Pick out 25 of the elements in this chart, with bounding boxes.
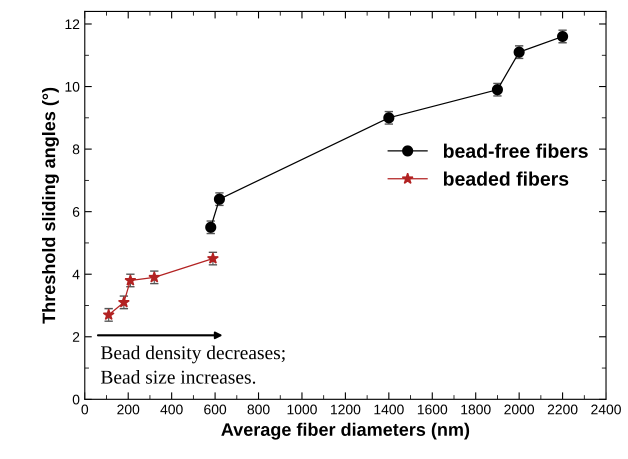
x-tick-label: 400 <box>160 404 183 414</box>
annotation: Bead density decreases; Bead size increases. <box>100 346 285 384</box>
y-tick-label: 2 <box>72 332 80 342</box>
x-tick-label: 2200 <box>548 404 578 414</box>
x-tick-label: 800 <box>248 404 270 414</box>
x-tick-label: 2400 <box>591 404 621 414</box>
y-axis-title: Threshold sliding angles (°) <box>42 88 59 324</box>
x-tick-label: 1000 <box>288 404 317 414</box>
y-tick-label: 8 <box>72 144 80 154</box>
x-axis-title: Average fiber diameters (nm) <box>221 422 470 440</box>
y-tick-label: 6 <box>72 206 80 217</box>
x-tick-label: 600 <box>204 404 226 414</box>
x-tick-label: 1600 <box>418 404 448 414</box>
legend-label: beaded fibers <box>444 171 568 186</box>
x-tick-label: 1200 <box>331 404 360 414</box>
legend-label: bead-free fibers <box>444 144 588 158</box>
x-tick-label: 200 <box>117 404 140 414</box>
y-tick-label: 12 <box>66 19 80 30</box>
x-tick-label: 1800 <box>461 404 491 414</box>
x-tick-label: 2000 <box>504 404 534 414</box>
x-tick-label: 0 <box>81 404 88 414</box>
y-tick-label: 10 <box>66 82 80 92</box>
y-tick-label: 0 <box>72 394 80 404</box>
x-tick-label: 1400 <box>374 404 404 414</box>
y-tick-label: 4 <box>72 270 80 280</box>
